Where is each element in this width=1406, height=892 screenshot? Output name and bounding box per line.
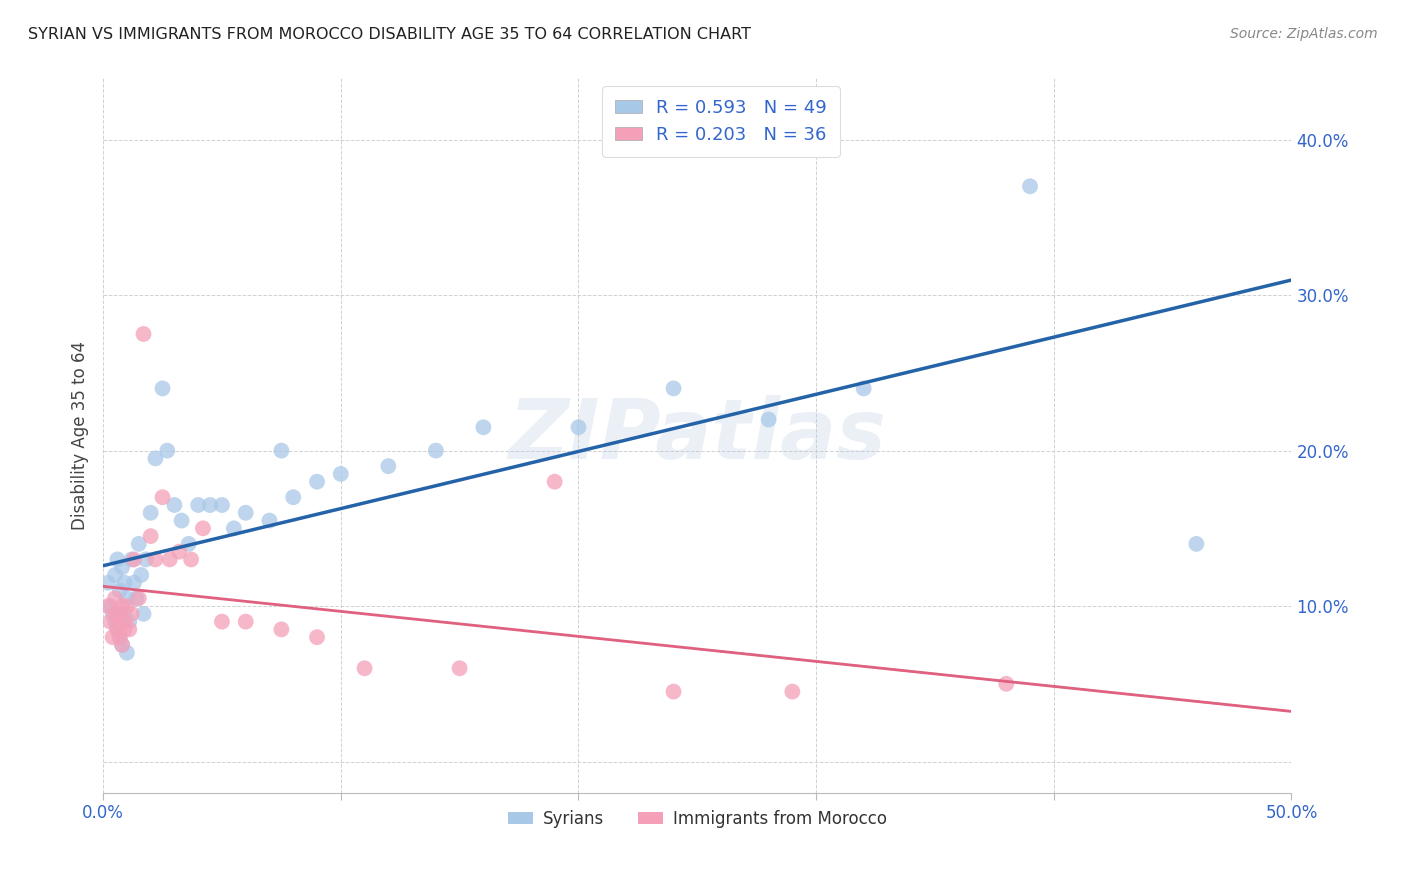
- Point: [115, 599, 138, 613]
- Point: [152, 490, 174, 504]
- Point: [758, 412, 780, 426]
- Point: [353, 661, 375, 675]
- Point: [104, 591, 127, 606]
- Point: [135, 552, 157, 566]
- Point: [101, 630, 124, 644]
- Point: [235, 506, 257, 520]
- Point: [270, 623, 292, 637]
- Point: [132, 326, 155, 341]
- Point: [567, 420, 589, 434]
- Point: [662, 684, 685, 698]
- Point: [121, 607, 143, 621]
- Point: [108, 630, 131, 644]
- Point: [377, 459, 399, 474]
- Point: [1019, 179, 1042, 194]
- Point: [97, 599, 120, 613]
- Point: [111, 599, 134, 613]
- Point: [114, 615, 136, 629]
- Point: [125, 591, 148, 606]
- Point: [198, 498, 221, 512]
- Point: [118, 623, 141, 637]
- Point: [139, 529, 162, 543]
- Text: SYRIAN VS IMMIGRANTS FROM MOROCCO DISABILITY AGE 35 TO 64 CORRELATION CHART: SYRIAN VS IMMIGRANTS FROM MOROCCO DISABI…: [28, 27, 751, 42]
- Point: [259, 514, 281, 528]
- Point: [104, 607, 127, 621]
- Point: [115, 591, 138, 606]
- Point: [145, 552, 167, 566]
- Point: [270, 443, 292, 458]
- Point: [782, 684, 804, 698]
- Point: [108, 630, 131, 644]
- Point: [118, 615, 141, 629]
- Point: [128, 591, 150, 606]
- Point: [283, 490, 305, 504]
- Point: [152, 381, 174, 395]
- Point: [170, 514, 193, 528]
- Point: [472, 420, 495, 434]
- Point: [97, 575, 120, 590]
- Point: [122, 575, 145, 590]
- Point: [662, 381, 685, 395]
- Legend: Syrians, Immigrants from Morocco: Syrians, Immigrants from Morocco: [502, 803, 893, 834]
- Point: [129, 568, 152, 582]
- Point: [425, 443, 447, 458]
- Point: [187, 498, 209, 512]
- Point: [108, 607, 131, 621]
- Point: [105, 623, 128, 637]
- Point: [104, 568, 127, 582]
- Point: [305, 630, 328, 644]
- Point: [139, 506, 162, 520]
- Point: [1185, 537, 1208, 551]
- Point: [305, 475, 328, 489]
- Point: [111, 638, 134, 652]
- Point: [211, 498, 233, 512]
- Point: [156, 443, 179, 458]
- Point: [132, 607, 155, 621]
- Point: [115, 646, 138, 660]
- Point: [108, 583, 131, 598]
- Point: [544, 475, 567, 489]
- Point: [163, 498, 186, 512]
- Point: [114, 607, 136, 621]
- Point: [98, 615, 121, 629]
- Point: [111, 560, 134, 574]
- Text: Source: ZipAtlas.com: Source: ZipAtlas.com: [1230, 27, 1378, 41]
- Point: [111, 638, 134, 652]
- Point: [105, 615, 128, 629]
- Point: [159, 552, 181, 566]
- Point: [145, 451, 167, 466]
- Point: [995, 677, 1018, 691]
- Point: [98, 599, 121, 613]
- Point: [104, 615, 127, 629]
- Text: ZIPatlas: ZIPatlas: [509, 394, 886, 475]
- Point: [180, 552, 202, 566]
- Point: [852, 381, 875, 395]
- Point: [121, 552, 143, 566]
- Point: [177, 537, 200, 551]
- Point: [114, 575, 136, 590]
- Point: [105, 623, 128, 637]
- Point: [128, 537, 150, 551]
- Y-axis label: Disability Age 35 to 64: Disability Age 35 to 64: [72, 341, 89, 530]
- Point: [211, 615, 233, 629]
- Point: [235, 615, 257, 629]
- Point: [222, 521, 245, 535]
- Point: [329, 467, 352, 481]
- Point: [122, 552, 145, 566]
- Point: [105, 552, 128, 566]
- Point: [191, 521, 214, 535]
- Point: [114, 623, 136, 637]
- Point: [449, 661, 471, 675]
- Point: [167, 544, 190, 558]
- Point: [101, 607, 124, 621]
